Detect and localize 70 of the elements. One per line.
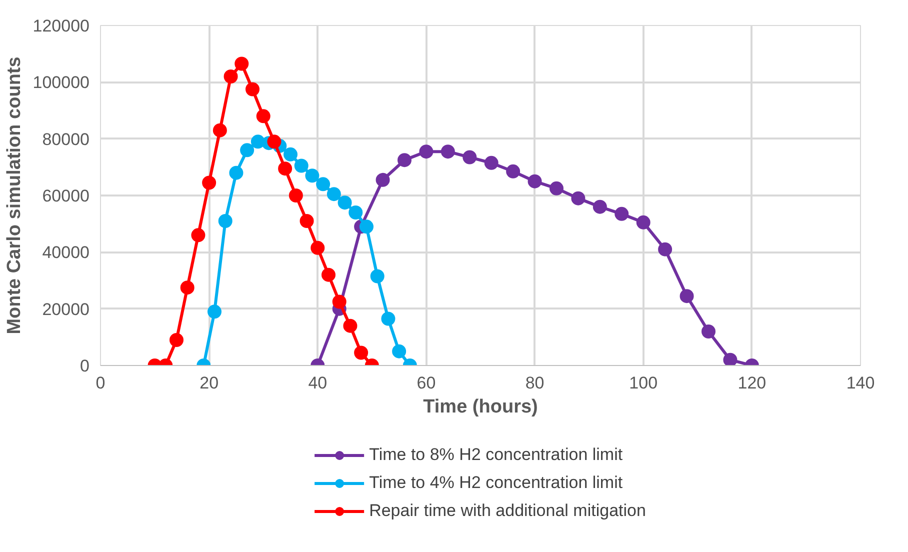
point: [284, 147, 298, 162]
point: [305, 168, 320, 183]
point: [636, 215, 650, 230]
point: [723, 352, 738, 366]
x-tick-label: 60: [416, 374, 436, 392]
point: [550, 181, 564, 196]
point: [322, 268, 336, 282]
point: [376, 172, 390, 187]
x-tick-label: 80: [525, 374, 544, 392]
legend-label: Time to 8% H2 concentration limit: [369, 444, 623, 464]
x-tick-label: 140: [846, 374, 875, 392]
x-tick-label: 20: [200, 374, 219, 392]
point: [680, 289, 694, 304]
point: [398, 153, 412, 168]
point: [218, 214, 232, 228]
point: [370, 269, 384, 284]
y-axis-title: Monte Carlo simulation counts: [4, 56, 25, 334]
point: [326, 187, 341, 202]
y-tick-label: 20000: [42, 300, 90, 319]
point: [392, 344, 406, 358]
legend-label: Time to 4% H2 concentration limit: [369, 472, 623, 492]
point: [658, 242, 672, 256]
point: [316, 177, 330, 192]
y-tick-label: 80000: [42, 130, 90, 149]
x-tick-label: 40: [308, 374, 328, 392]
y-tick-label: 60000: [42, 186, 90, 206]
legend-label: Repair time with additional mitigation: [369, 500, 646, 520]
point: [343, 318, 358, 333]
point: [229, 166, 244, 180]
x-axis-title: Time (hours): [423, 396, 538, 418]
point: [267, 134, 282, 149]
point: [240, 143, 254, 158]
point: [191, 228, 206, 242]
point: [278, 162, 292, 176]
y-tick-label: 40000: [42, 243, 90, 262]
point: [180, 280, 194, 295]
y-tick-label: 100000: [32, 73, 90, 92]
point: [381, 312, 396, 326]
point: [332, 294, 346, 309]
point: [212, 123, 227, 138]
point: [506, 164, 520, 178]
point: [462, 150, 477, 164]
point: [256, 109, 270, 124]
point: [614, 206, 629, 221]
point: [348, 206, 363, 220]
point: [246, 82, 260, 96]
point: [360, 220, 374, 234]
x-tick-label: 100: [629, 374, 658, 392]
x-tick-label: 120: [738, 374, 766, 392]
point: [484, 156, 498, 170]
point: [528, 174, 542, 188]
point: [224, 70, 238, 84]
point: [440, 144, 455, 159]
point: [592, 200, 607, 214]
point: [288, 188, 303, 202]
y-tick-label: 120000: [32, 16, 90, 36]
point: [419, 144, 434, 159]
point: [208, 304, 222, 319]
point: [354, 346, 368, 360]
point: [300, 214, 314, 228]
point: [202, 176, 216, 190]
point: [338, 196, 352, 210]
point: [702, 324, 716, 338]
point: [170, 333, 184, 347]
point: [310, 240, 325, 255]
y-tick-label: 0: [80, 356, 90, 376]
point: [571, 191, 586, 206]
x-tick-label: 0: [96, 374, 106, 392]
point: [294, 158, 308, 173]
point: [234, 56, 249, 71]
